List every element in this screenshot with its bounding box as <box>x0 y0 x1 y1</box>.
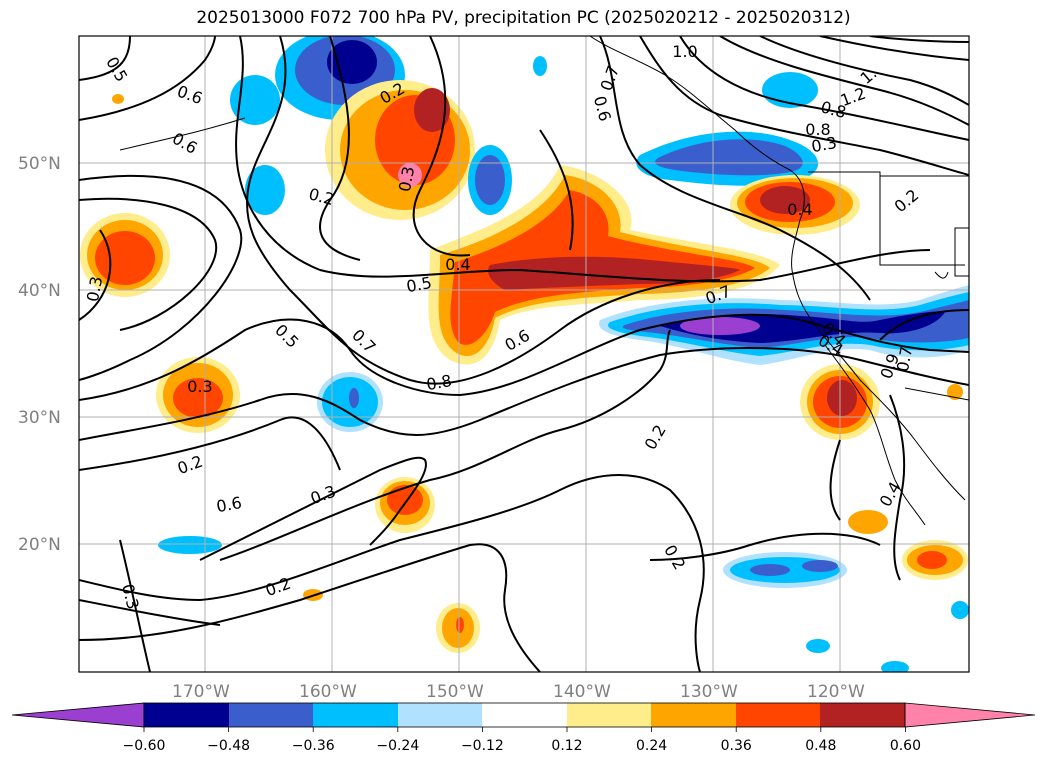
contour-label: 0.5 <box>405 273 433 296</box>
contour-label: 0.6 <box>215 493 243 516</box>
contour-label: 0.3 <box>187 377 212 396</box>
colorbar-bin <box>229 703 313 727</box>
lon-label-120w: 120°W <box>807 682 865 702</box>
colorbar-bin <box>567 703 651 727</box>
precip-negative-region <box>158 536 222 554</box>
contour-label: 0.4 <box>787 200 812 219</box>
colorbar-bin <box>482 703 567 727</box>
colorbar-tick-label: 0.48 <box>805 738 836 754</box>
map-frame <box>78 35 970 673</box>
lon-label-140w: 140°W <box>553 682 611 702</box>
lat-label-30n: 30°N <box>18 408 61 428</box>
colorbar-bin <box>820 703 905 727</box>
colorbar-tick-label: −0.48 <box>207 738 250 754</box>
colorbar-tick-label: 0.36 <box>721 738 752 754</box>
contour-label: 0.7 <box>893 345 916 373</box>
contour-label: 0.4 <box>445 255 470 274</box>
lon-label-150w: 150°W <box>426 682 484 702</box>
colorbar-tick-label: 0.60 <box>890 738 921 754</box>
lon-label-170w: 170°W <box>172 682 230 702</box>
lat-label-50n: 50°N <box>18 154 61 174</box>
colorbar-tick-label: −0.12 <box>461 738 504 754</box>
longitude-labels: 170°W 160°W 150°W 140°W 130°W 120°W <box>172 682 865 702</box>
colorbar-bin <box>144 703 229 727</box>
colorbar: −0.60 −0.48 −0.36 −0.24 −0.12 0.12 0.24 0.36 0.4… <box>11 702 1036 754</box>
precip-negative-region <box>230 75 280 125</box>
colorbar-bin <box>313 703 398 727</box>
contour-label: 0.3 <box>395 165 418 193</box>
colorbar-bin <box>398 703 482 727</box>
colorbar-tick-label: −0.60 <box>123 738 166 754</box>
pv-contours <box>79 36 969 672</box>
colorbar-bin <box>651 703 736 727</box>
colorbar-tick-label: −0.36 <box>292 738 335 754</box>
colorbar-bin <box>736 703 820 727</box>
colorbar-tick-label: 0.24 <box>636 738 667 754</box>
coastlines <box>119 36 969 526</box>
lat-label-20n: 20°N <box>18 535 61 555</box>
contour-label: 0.8 <box>805 120 830 139</box>
lon-label-130w: 130°W <box>680 682 738 702</box>
contour-label: 1.0 <box>672 42 697 61</box>
lon-label-160w: 160°W <box>299 682 357 702</box>
colorbar-tick-label: −0.24 <box>376 738 419 754</box>
contour-label: 0.8 <box>425 371 453 394</box>
precip-shading <box>80 36 969 672</box>
lat-label-40n: 40°N <box>18 281 61 301</box>
colorbar-extend-high <box>904 702 1036 728</box>
colorbar-tick-label: 0.12 <box>551 738 582 754</box>
contour-label: 0.3 <box>83 275 106 303</box>
latitude-labels: 50°N 40°N 30°N 20°N <box>18 154 61 555</box>
colorbar-extend-low <box>11 702 145 728</box>
contour-label: 0.3 <box>810 133 838 156</box>
map-title: 2025013000 F072 700 hPa PV, precipitatio… <box>196 8 851 28</box>
